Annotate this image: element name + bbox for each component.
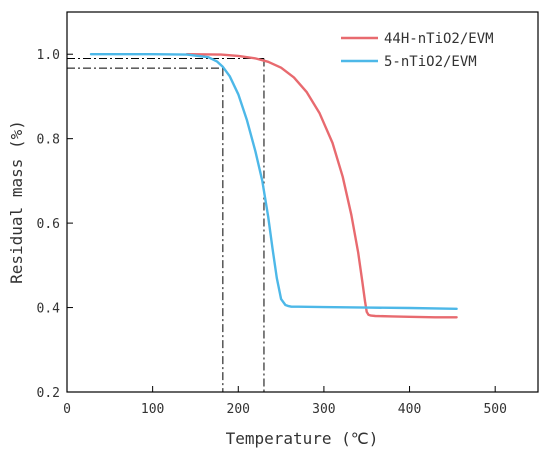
x-axis-ticks: 0 100 200 300 400 500 [63, 386, 507, 417]
x-tick-label: 0 [63, 402, 71, 417]
y-tick-label: 0.8 [37, 133, 60, 148]
x-axis-title: Temperature (℃) [226, 429, 379, 448]
legend: 44H-nTiO2/EVM 5-nTiO2/EVM [341, 31, 494, 70]
y-tick-label: 0.2 [37, 386, 60, 401]
x-tick-label: 500 [483, 402, 506, 417]
legend-label-2: 5-nTiO2/EVM [384, 54, 477, 70]
y-axis-title: Residual mass (%) [7, 120, 26, 284]
legend-label-1: 44H-nTiO2/EVM [384, 31, 494, 47]
x-tick-label: 100 [141, 402, 164, 417]
series-line-2 [89, 53, 458, 310]
reference-guides [67, 57, 265, 392]
y-tick-label: 0.6 [37, 217, 60, 232]
series-line-1 [185, 53, 458, 319]
x-tick-label: 400 [398, 402, 421, 417]
y-axis-ticks: 0.2 0.4 0.6 0.8 1.0 [37, 48, 73, 401]
series-group [89, 53, 458, 319]
y-tick-label: 1.0 [37, 48, 60, 63]
x-tick-label: 300 [312, 402, 335, 417]
y-tick-label: 0.4 [37, 302, 61, 317]
x-tick-label: 200 [227, 402, 250, 417]
plot-frame [66, 11, 539, 393]
